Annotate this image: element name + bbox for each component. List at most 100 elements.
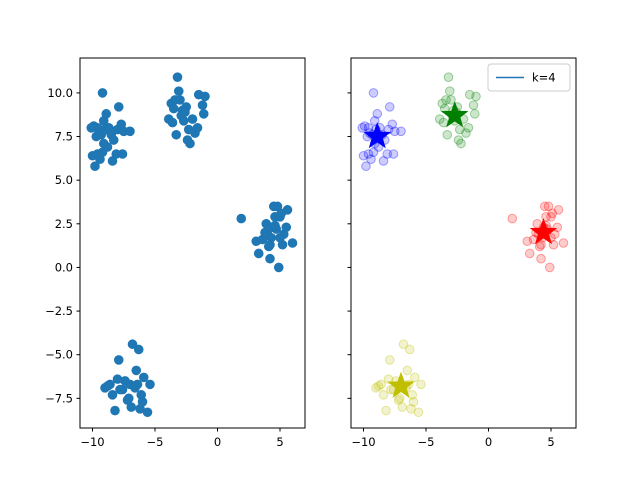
data-point — [468, 100, 479, 110]
data-point — [382, 149, 393, 159]
data-point — [198, 109, 209, 119]
data-point — [275, 232, 285, 243]
data-point — [123, 393, 134, 404]
data-point — [446, 95, 456, 105]
data-point — [378, 156, 389, 166]
y-tick-label: −7.5 — [45, 391, 73, 405]
x-tick-label: −5 — [418, 435, 435, 449]
x-tick-label: 0 — [214, 435, 221, 449]
data-point — [200, 91, 210, 102]
data-point — [404, 344, 415, 355]
data-point — [287, 238, 298, 248]
data-point — [383, 374, 394, 384]
data-point — [397, 402, 408, 412]
data-point — [438, 117, 449, 128]
right-axis-ticks: −10 −5 0 5 — [347, 92, 555, 449]
data-point — [236, 213, 247, 224]
data-point — [558, 238, 569, 248]
data-point — [113, 102, 124, 112]
data-point — [444, 86, 455, 96]
right-cluster-panel: −10 −5 0 5 k=4 — [347, 57, 577, 449]
left-scatter-panel: −10 −5 0 5 −7.5 −5.0 −2.5 0.0 2.5 5.0 7.5 10.0 — [45, 57, 306, 449]
data-point — [117, 149, 128, 159]
data-point — [369, 116, 380, 126]
data-point — [95, 154, 105, 165]
data-point — [384, 355, 395, 365]
y-tick-label: −2.5 — [45, 304, 73, 318]
data-point — [180, 107, 190, 117]
data-point — [464, 89, 475, 100]
data-point — [192, 123, 203, 133]
data-point — [376, 379, 386, 390]
data-point — [115, 384, 125, 395]
data-point — [265, 253, 275, 264]
data-point — [357, 123, 368, 133]
data-point — [168, 103, 179, 114]
data-point — [361, 161, 371, 172]
data-point — [101, 109, 112, 119]
data-point — [187, 114, 198, 124]
data-point — [359, 121, 370, 131]
right-plot-frame — [350, 57, 577, 429]
data-point — [402, 365, 413, 376]
data-point — [363, 149, 374, 159]
legend-box — [487, 63, 571, 92]
data-point — [368, 147, 379, 158]
data-point — [396, 126, 406, 137]
data-point — [273, 262, 284, 273]
data-point — [456, 138, 466, 149]
x-tick-label: 0 — [485, 435, 492, 449]
x-tick-label: 5 — [276, 435, 283, 449]
x-tick-label: −10 — [80, 435, 104, 449]
data-point — [406, 404, 416, 414]
x-tick-label: −10 — [351, 435, 375, 449]
data-point — [173, 86, 184, 96]
left-axis-ticks: −10 −5 0 5 −7.5 −5.0 −2.5 0.0 2.5 5.0 7.5 10.0 — [45, 86, 284, 449]
data-point — [126, 402, 137, 412]
data-point — [389, 126, 400, 137]
data-point — [524, 248, 535, 259]
data-point — [388, 149, 399, 159]
data-point — [543, 201, 554, 212]
data-point — [127, 339, 138, 350]
y-tick-label: 2.5 — [55, 217, 73, 231]
data-point — [434, 114, 445, 124]
data-point — [265, 239, 275, 250]
data-point — [182, 135, 193, 145]
data-point — [378, 390, 389, 400]
x-tick-label: 5 — [547, 435, 554, 449]
data-point — [113, 355, 124, 365]
data-point — [366, 154, 376, 165]
data-point — [131, 365, 142, 376]
data-point — [416, 379, 426, 390]
legend-label: k=4 — [532, 71, 556, 85]
y-tick-label: 5.0 — [55, 173, 73, 187]
data-point — [454, 124, 465, 135]
data-point — [197, 100, 208, 110]
data-point — [544, 262, 555, 273]
data-point — [547, 208, 558, 219]
data-point — [442, 129, 453, 140]
data-point — [381, 405, 391, 416]
data-point — [145, 379, 155, 390]
data-point — [463, 123, 474, 133]
y-tick-label: 7.5 — [55, 130, 73, 144]
data-point — [536, 253, 546, 264]
data-point — [282, 205, 293, 215]
data-point — [387, 119, 398, 130]
data-point — [534, 241, 545, 252]
data-point — [97, 88, 108, 98]
data-point — [90, 161, 100, 172]
data-point — [132, 379, 143, 390]
data-point — [408, 397, 419, 407]
centroid-star-marker — [387, 371, 415, 398]
data-point — [536, 239, 546, 250]
data-point — [373, 381, 384, 391]
data-point — [469, 109, 480, 119]
data-point — [372, 109, 383, 119]
data-point — [471, 91, 481, 102]
data-point — [133, 344, 144, 355]
data-point — [253, 248, 264, 259]
centroid-star-marker — [529, 218, 558, 245]
right-cluster-marks — [357, 72, 569, 418]
